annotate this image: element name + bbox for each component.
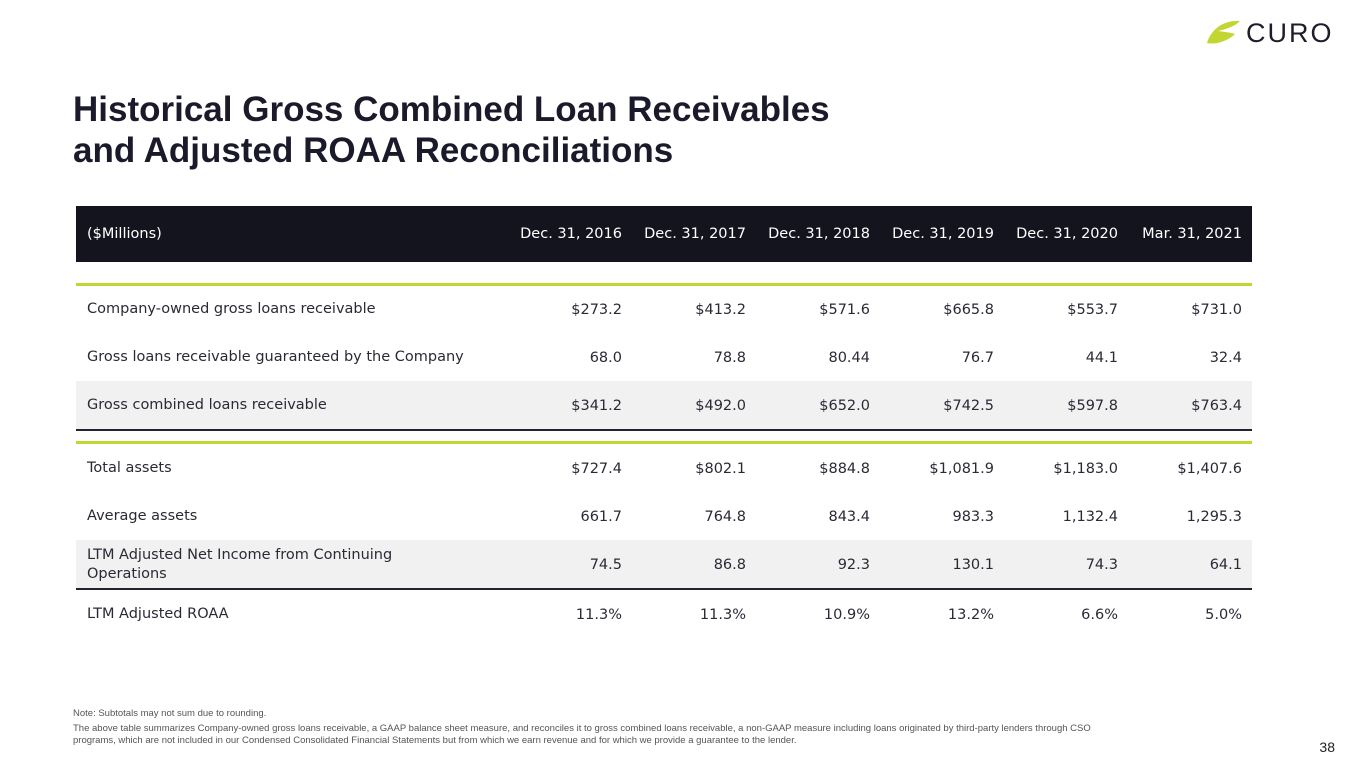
row-label: Gross combined loans receivable xyxy=(87,397,327,413)
row-value: $763.4 xyxy=(1191,397,1242,414)
section-divider xyxy=(76,283,1252,286)
row-value: $727.4 xyxy=(571,460,622,477)
table-row: Company-owned gross loans receivable $27… xyxy=(76,285,1252,334)
row-value: $802.1 xyxy=(695,460,746,477)
row-value: 11.3% xyxy=(575,606,622,623)
row-value: 6.6% xyxy=(1081,606,1118,623)
row-value: $884.8 xyxy=(819,460,870,477)
row-value: 68.0 xyxy=(589,349,622,366)
row-value: 78.8 xyxy=(713,349,746,366)
row-value: $553.7 xyxy=(1067,301,1118,318)
row-value: $413.2 xyxy=(695,301,746,318)
row-value: 80.44 xyxy=(828,349,870,366)
row-value: $341.2 xyxy=(571,397,622,414)
table-row: Total assets $727.4 $802.1 $884.8 $1,081… xyxy=(76,444,1252,493)
row-label: LTM Adjusted ROAA xyxy=(87,606,229,622)
table-row: Gross loans receivable guaranteed by the… xyxy=(76,333,1252,382)
row-value: 764.8 xyxy=(704,508,746,525)
row-label: Average assets xyxy=(87,508,198,524)
row-value: $742.5 xyxy=(943,397,994,414)
column-header: Dec. 31, 2020 xyxy=(1016,226,1118,242)
row-value: 76.7 xyxy=(961,349,994,366)
row-value: $492.0 xyxy=(695,397,746,414)
subtotal-divider xyxy=(76,429,1252,431)
row-value: 64.1 xyxy=(1209,556,1242,573)
total-divider xyxy=(76,588,1252,590)
page-title: Historical Gross Combined Loan Receivabl… xyxy=(73,89,830,171)
column-header: Dec. 31, 2018 xyxy=(768,226,870,242)
row-value: $731.0 xyxy=(1191,301,1242,318)
row-value: 5.0% xyxy=(1205,606,1242,623)
row-label: Gross loans receivable guaranteed by the… xyxy=(87,349,464,365)
row-value: 983.3 xyxy=(952,508,994,525)
table-header: ($Millions) Dec. 31, 2016 Dec. 31, 2017 … xyxy=(76,206,1252,262)
row-value: 74.3 xyxy=(1085,556,1118,573)
row-value: 44.1 xyxy=(1085,349,1118,366)
table-row-subtotal: Gross combined loans receivable $341.2 $… xyxy=(76,381,1252,430)
row-value: 32.4 xyxy=(1209,349,1242,366)
brand-name: CURO xyxy=(1246,17,1334,48)
row-value: $1,081.9 xyxy=(929,460,994,477)
column-header: Dec. 31, 2017 xyxy=(644,226,746,242)
column-header: Mar. 31, 2021 xyxy=(1142,226,1242,242)
row-value: 843.4 xyxy=(828,508,870,525)
row-value: $652.0 xyxy=(819,397,870,414)
row-value: 130.1 xyxy=(952,556,994,573)
footnote-description: The above table summarizes Company-owned… xyxy=(73,723,1091,746)
row-value: 11.3% xyxy=(699,606,746,623)
row-value: 1,295.3 xyxy=(1186,508,1242,525)
table-row: LTM Adjusted Net Income from Continuing … xyxy=(76,540,1252,589)
row-value: $571.6 xyxy=(819,301,870,318)
row-label: LTM Adjusted Net Income from Continuing … xyxy=(87,546,393,582)
title-line-2: and Adjusted ROAA Reconciliations xyxy=(73,131,674,170)
column-header: Dec. 31, 2016 xyxy=(520,226,622,242)
row-value: 86.8 xyxy=(713,556,746,573)
section-divider xyxy=(76,441,1252,444)
row-label: Total assets xyxy=(87,460,172,476)
curo-logo: CURO xyxy=(1204,16,1336,50)
table-row: LTM Adjusted ROAA 11.3% 11.3% 10.9% 13.2… xyxy=(76,590,1252,639)
row-value: $273.2 xyxy=(571,301,622,318)
page-number: 38 xyxy=(1319,739,1335,755)
table-row: Average assets 661.7 764.8 843.4 983.3 1… xyxy=(76,492,1252,541)
title-line-1: Historical Gross Combined Loan Receivabl… xyxy=(73,90,830,129)
footnote-rounding: Note: Subtotals may not sum due to round… xyxy=(73,708,267,719)
header-units: ($Millions) xyxy=(87,225,162,242)
row-value: $665.8 xyxy=(943,301,994,318)
row-value: 661.7 xyxy=(580,508,622,525)
row-value: 13.2% xyxy=(947,606,994,623)
row-value: 1,132.4 xyxy=(1062,508,1118,525)
row-value: 92.3 xyxy=(837,556,870,573)
column-header: Dec. 31, 2019 xyxy=(892,226,994,242)
row-value: $1,407.6 xyxy=(1177,460,1242,477)
row-value: $1,183.0 xyxy=(1053,460,1118,477)
row-value: 74.5 xyxy=(589,556,622,573)
row-value: $597.8 xyxy=(1067,397,1118,414)
row-label: Company-owned gross loans receivable xyxy=(87,301,376,317)
curo-leaf-icon xyxy=(1207,20,1240,44)
row-value: 10.9% xyxy=(823,606,870,623)
